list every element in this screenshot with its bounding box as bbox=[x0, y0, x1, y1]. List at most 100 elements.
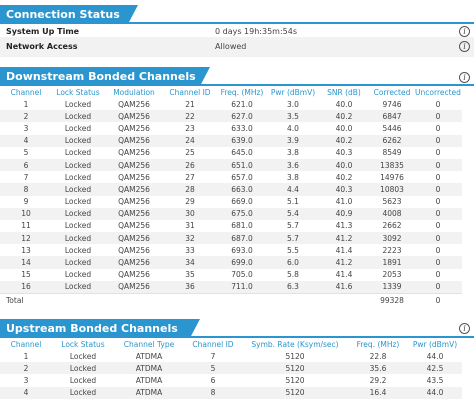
table-cell: Locked bbox=[64, 148, 92, 158]
col-header: Symb. Rate (Ksym/sec) bbox=[251, 339, 339, 349]
table-cell: 16 bbox=[0, 280, 52, 294]
downstream-rule bbox=[0, 84, 474, 86]
table-cell: 5623 bbox=[382, 197, 402, 207]
table-cell: 3 bbox=[23, 375, 29, 385]
network-access-value: Allowed bbox=[215, 42, 247, 51]
network-access-row: Network Access Allowed i bbox=[0, 37, 474, 57]
table-cell: QAM256 bbox=[104, 110, 164, 123]
table-cell: 9746 bbox=[382, 99, 402, 109]
table-cell: 13835 bbox=[370, 158, 414, 172]
info-icon[interactable]: i bbox=[459, 26, 470, 37]
table-cell: 40.3 bbox=[318, 183, 370, 196]
table-cell: 13 bbox=[21, 245, 31, 255]
table-cell: 0 bbox=[414, 183, 462, 196]
table-cell: QAM256 bbox=[104, 183, 164, 196]
table-cell: 7 bbox=[210, 351, 216, 361]
table-cell: Locked bbox=[64, 172, 92, 182]
table-cell: 10803 bbox=[370, 183, 414, 196]
table-cell: 41.2 bbox=[318, 256, 370, 269]
table-cell: 2223 bbox=[382, 245, 402, 255]
table-cell: 44.0 bbox=[426, 351, 444, 361]
table-cell: 23 bbox=[185, 123, 195, 133]
table-cell: QAM256 bbox=[104, 207, 164, 220]
table-cell: 22.8 bbox=[369, 351, 387, 361]
table-cell: 705.0 bbox=[231, 270, 253, 280]
table-cell: 0 bbox=[435, 148, 441, 158]
table-cell bbox=[52, 293, 104, 307]
table-cell: Locked bbox=[64, 197, 92, 207]
table-cell: 27 bbox=[185, 172, 195, 182]
table-cell: 5446 bbox=[382, 123, 402, 133]
table-cell: 4.4 bbox=[268, 183, 318, 196]
table-cell: QAM256 bbox=[104, 280, 164, 294]
table-cell: 6262 bbox=[370, 134, 414, 147]
table-cell: 41.2 bbox=[318, 232, 370, 245]
total-corrected: 99328 bbox=[370, 293, 414, 307]
table-cell: Locked bbox=[52, 362, 114, 375]
connection-status-header: Connection Status bbox=[0, 5, 138, 24]
table-cell: 16.4 bbox=[348, 386, 408, 399]
table-cell: 7 bbox=[23, 172, 29, 182]
total-label: Total bbox=[0, 293, 52, 307]
table-cell: 4008 bbox=[370, 207, 414, 220]
col-header: Channel bbox=[10, 87, 42, 97]
table-cell: 41.4 bbox=[335, 245, 353, 255]
table-row: 11 Locked QAM256 31 681.0 5.7 41.3 2662 0 bbox=[0, 220, 462, 232]
table-cell: 40.0 bbox=[318, 158, 370, 172]
table-cell: 6.0 bbox=[268, 256, 318, 269]
downstream-table: Channel Lock Status Modulation Channel I… bbox=[0, 86, 462, 307]
table-cell: Locked bbox=[64, 123, 92, 133]
table-row: 4 Locked ATDMA 8 5120 16.4 44.0 bbox=[0, 386, 462, 399]
table-cell: 14976 bbox=[380, 172, 404, 182]
table-cell: ATDMA bbox=[135, 375, 163, 385]
table-cell: 25 bbox=[185, 148, 195, 158]
table-cell: 699.0 bbox=[216, 256, 268, 269]
table-cell: 1339 bbox=[370, 280, 414, 294]
table-cell: 26 bbox=[164, 158, 216, 172]
table-cell: 15 bbox=[21, 270, 31, 280]
table-cell: 41.6 bbox=[318, 280, 370, 294]
table-cell: 35 bbox=[185, 270, 195, 280]
table-cell: 0 bbox=[435, 197, 441, 207]
table-row: 15 Locked QAM256 35 705.0 5.8 41.4 2053 0 bbox=[0, 269, 462, 281]
table-cell: 5.8 bbox=[287, 270, 299, 280]
table-cell: 5120 bbox=[285, 351, 305, 361]
connection-status-title: Connection Status bbox=[6, 8, 120, 21]
table-cell: 1 bbox=[23, 99, 29, 109]
table-cell: 2 bbox=[0, 362, 52, 375]
table-cell: 5120 bbox=[242, 386, 348, 399]
table-row: 16 Locked QAM256 36 711.0 6.3 41.6 1339 0 bbox=[0, 280, 462, 294]
table-cell: Locked bbox=[52, 256, 104, 269]
table-cell: 5 bbox=[23, 148, 29, 158]
table-cell: Locked bbox=[52, 386, 114, 399]
info-icon[interactable]: i bbox=[459, 41, 470, 52]
table-cell bbox=[104, 293, 164, 307]
col-header: Modulation bbox=[113, 87, 155, 97]
table-row: 1 Locked QAM256 21 621.0 3.0 40.0 9746 0 bbox=[0, 98, 462, 110]
col-header: Channel ID bbox=[169, 87, 211, 97]
table-cell: QAM256 bbox=[118, 245, 150, 255]
table-cell: 35.6 bbox=[348, 362, 408, 375]
table-row: 1 Locked ATDMA 7 5120 22.8 44.0 bbox=[0, 350, 462, 362]
table-cell bbox=[164, 293, 216, 307]
upstream-header: Upstream Bonded Channels bbox=[0, 319, 200, 338]
table-cell: 24 bbox=[164, 134, 216, 147]
table-cell: 21 bbox=[185, 99, 195, 109]
table-cell: 3.6 bbox=[268, 158, 318, 172]
table-cell: 0 bbox=[414, 110, 462, 123]
info-icon[interactable]: i bbox=[459, 72, 470, 83]
info-icon[interactable]: i bbox=[459, 323, 470, 334]
table-cell: QAM256 bbox=[104, 134, 164, 147]
table-cell: QAM256 bbox=[118, 270, 150, 280]
table-row: 13 Locked QAM256 33 693.0 5.5 41.4 2223 0 bbox=[0, 244, 462, 256]
table-row: 6 Locked QAM256 26 651.0 3.6 40.0 13835 0 bbox=[0, 158, 462, 172]
table-row: 5 Locked QAM256 25 645.0 3.8 40.3 8549 0 bbox=[0, 147, 462, 159]
network-access-label: Network Access bbox=[6, 42, 78, 51]
table-cell: 6847 bbox=[370, 110, 414, 123]
table-cell: 3 bbox=[23, 123, 29, 133]
table-cell: 0 bbox=[414, 232, 462, 245]
table-cell: ATDMA bbox=[135, 351, 163, 361]
table-cell: 42.5 bbox=[408, 362, 462, 375]
table-cell: 5.7 bbox=[268, 232, 318, 245]
table-cell: 657.0 bbox=[231, 172, 253, 182]
